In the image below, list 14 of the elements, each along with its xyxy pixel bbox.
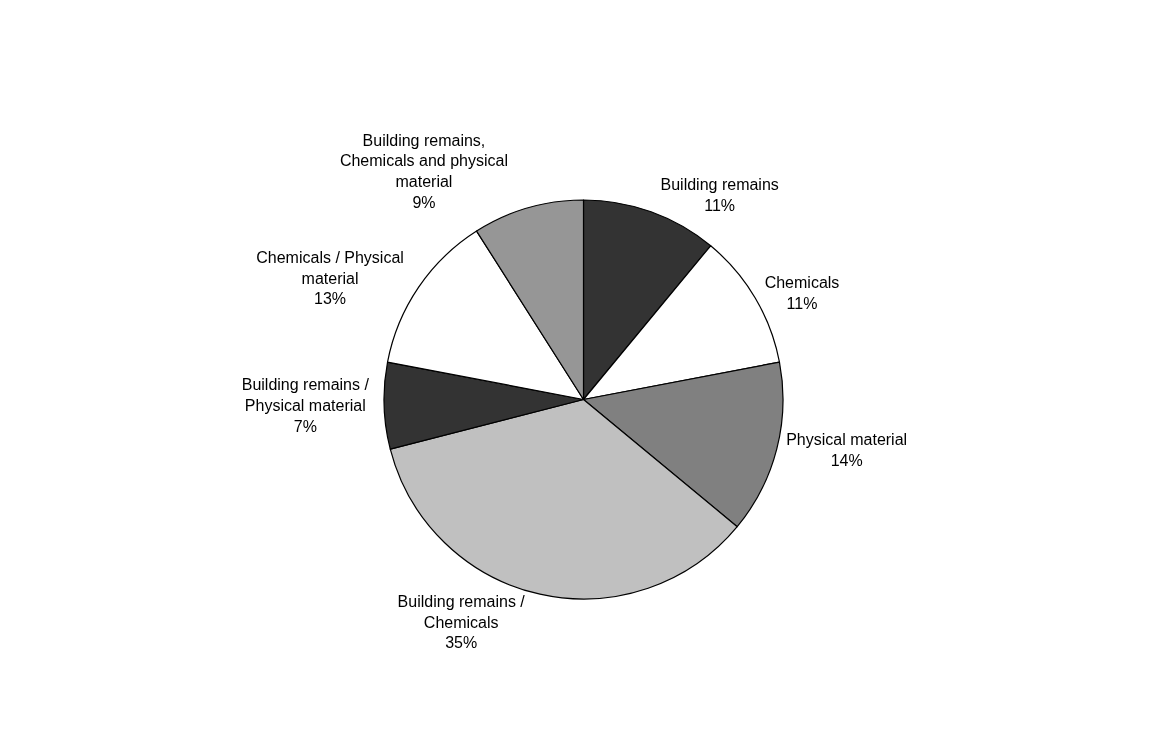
data-label: 7% (293, 418, 317, 436)
slice-label: Physical material (786, 431, 908, 449)
slice-label: Building remains / Physical material (241, 376, 370, 415)
data-label: 13% (314, 290, 347, 308)
data-label: 11% (786, 294, 818, 312)
data-label: 14% (830, 452, 863, 470)
data-label: 9% (412, 194, 436, 212)
slice-label: Building remains, Chemicals and physical material (339, 131, 508, 191)
slice-label: Chemicals / Physical material (256, 248, 404, 287)
data-label: 11% (704, 196, 736, 214)
slice-label: Building remains (660, 176, 779, 194)
slice-label: Building remains / Chemicals (397, 592, 526, 631)
slice-label: Chemicals (764, 274, 840, 292)
data-label: 35% (445, 634, 478, 652)
